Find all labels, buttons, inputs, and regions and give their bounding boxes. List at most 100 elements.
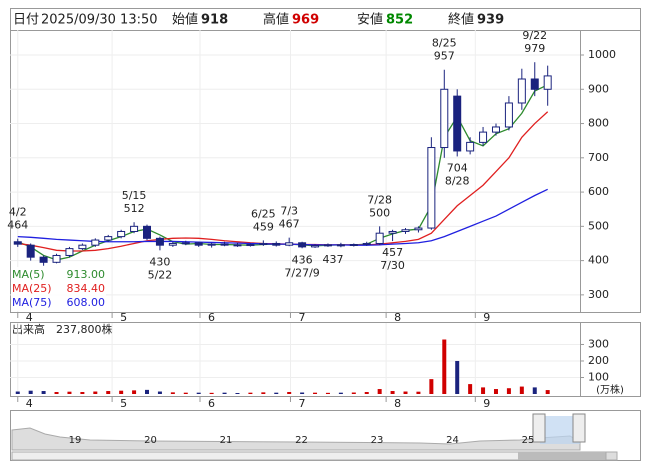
volume-bar (493, 389, 498, 394)
candle-body (52, 254, 61, 263)
candle-body (155, 237, 164, 246)
candle-body (388, 230, 397, 234)
annotation-date: 7/3 (280, 205, 298, 218)
x-tick-label: 6 (208, 397, 215, 410)
volume-bar (377, 389, 382, 394)
volume-bar (364, 392, 369, 394)
annotation-date: 6/25 (251, 207, 276, 220)
header-label: 終値 (448, 12, 474, 28)
candle-body (401, 229, 410, 232)
annotation-value: 467 (279, 218, 300, 231)
annotation-value: 437 (323, 253, 344, 266)
candle-body (65, 248, 74, 256)
candle-body (207, 243, 216, 246)
header-label: 日付 (13, 13, 39, 28)
y-tick-label: 400 (588, 254, 609, 267)
annotation-date: 8/25 (432, 37, 457, 50)
x-tick-label: 9 (483, 397, 490, 410)
navigator-label: 21 (220, 435, 233, 446)
candle-body (246, 243, 255, 247)
x-tick-label: 6 (208, 311, 215, 324)
ma-line (17, 188, 548, 246)
volume-bar (183, 392, 188, 394)
candle-body (181, 242, 190, 245)
annotation-value: 430 (149, 255, 170, 268)
candle-body (530, 78, 539, 90)
annotation-value: 512 (124, 202, 145, 215)
candle-body (543, 75, 552, 90)
volume-bar (313, 392, 318, 394)
y-tick-label: 100 (588, 370, 609, 383)
volume-panel (10, 322, 641, 397)
volume-bar (170, 392, 175, 394)
navigator-label: 23 (371, 435, 384, 446)
candle-body (285, 242, 294, 246)
y-tick-label: 300 (588, 288, 609, 301)
candle-body (311, 245, 320, 248)
annotation-value: 464 (7, 219, 28, 232)
volume-bar (442, 339, 447, 394)
volume-bar (106, 391, 111, 394)
volume-bar (351, 392, 356, 394)
legend-name: MA(75) (12, 296, 52, 309)
candle-body (504, 102, 513, 128)
candle-body (323, 244, 332, 247)
candle-body (272, 242, 281, 246)
volume-bar (41, 391, 46, 394)
y-tick-label: 1000 (588, 48, 616, 61)
x-tick-label: 4 (26, 311, 33, 324)
navigator-handle-right[interactable] (572, 413, 586, 443)
scroll-button[interactable] (605, 451, 618, 461)
candle-body (517, 78, 526, 104)
candle-body (220, 243, 229, 246)
candle-body (168, 242, 177, 246)
y-tick-label: 800 (588, 117, 609, 130)
candle-body (440, 88, 449, 149)
navigator-label: 19 (69, 435, 82, 446)
candle-body (78, 244, 87, 250)
volume-bar (15, 391, 20, 394)
navigator-label: 20 (144, 435, 157, 446)
scrollbar-thumb[interactable] (518, 452, 606, 460)
candle-body (39, 256, 48, 263)
legend-value: 834.40 (67, 282, 106, 295)
candle-body (117, 230, 126, 238)
volume-bar (519, 386, 524, 394)
candle-body (259, 242, 268, 245)
header-high: 969 (292, 13, 319, 28)
candle-body (336, 244, 345, 247)
candle-body (130, 225, 139, 232)
candle-body (91, 239, 100, 246)
candle-body (375, 232, 384, 244)
volume-bar (416, 391, 421, 394)
x-tick-label: 7 (298, 397, 305, 410)
volume-bar (132, 390, 137, 394)
legend-name: MA(25) (12, 282, 52, 295)
navigator-label: 25 (522, 435, 535, 446)
annotation-date: 4/2 (9, 206, 27, 219)
header-close: 939 (477, 13, 504, 28)
candle-body (414, 227, 423, 231)
volume-current: 237,800株 (56, 322, 113, 336)
volume-bar (468, 384, 473, 394)
annotation-value: 500 (369, 206, 390, 219)
volume-bar (390, 391, 395, 394)
candle-body (491, 126, 500, 133)
candle-body (26, 244, 35, 258)
y-tick-label: 600 (588, 185, 609, 198)
volume-bar (300, 392, 305, 394)
volume-bar (145, 389, 150, 394)
header-label: 始値 (172, 12, 198, 28)
annotation-date: 7/30 (380, 259, 405, 272)
volume-bar (80, 392, 85, 394)
annotation-date: 5/15 (122, 189, 147, 202)
volume-bar (93, 391, 98, 394)
annotation-value: 979 (524, 42, 545, 55)
navigator-handle-left[interactable] (532, 413, 546, 443)
volume-bar (119, 390, 124, 394)
y-tick-label: 500 (588, 219, 609, 232)
annotation-date: 7/28 (367, 193, 392, 206)
header-label: 安値 (357, 12, 383, 28)
candle-body (349, 243, 358, 246)
volume-bar (506, 388, 511, 394)
